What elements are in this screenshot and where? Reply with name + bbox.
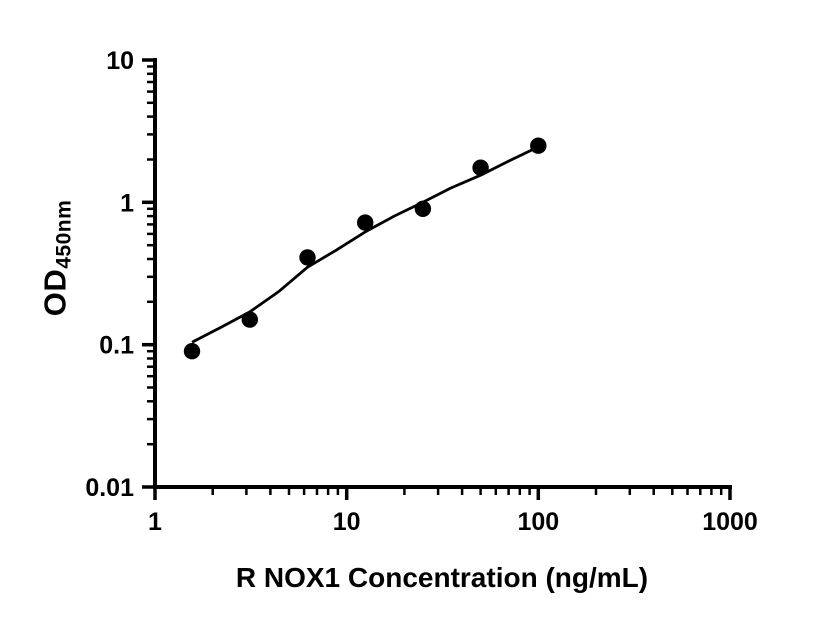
tick-labels: 1 10 100 1000 0.01 0.1 1 10 bbox=[85, 47, 757, 536]
data-point bbox=[530, 137, 547, 154]
x-tick-label: 1 bbox=[148, 508, 162, 536]
data-point bbox=[357, 214, 374, 231]
fit-curve bbox=[191, 145, 539, 344]
x-tick-label: 10 bbox=[333, 508, 361, 536]
x-axis-label: R NOX1 Concentration (ng/mL) bbox=[235, 562, 649, 593]
data-point bbox=[183, 343, 201, 360]
data-points bbox=[183, 137, 547, 360]
tick-marks bbox=[142, 58, 732, 500]
axes bbox=[153, 58, 732, 489]
y-tick-label: 0.01 bbox=[85, 474, 134, 502]
y-tick-label: 0.1 bbox=[99, 332, 134, 360]
x-tick-label: 100 bbox=[517, 508, 559, 536]
y-tick-label: 10 bbox=[106, 47, 134, 75]
y-axis-label: OD450nm bbox=[38, 200, 77, 317]
y-tick-label: 1 bbox=[120, 189, 134, 217]
data-point bbox=[414, 200, 432, 217]
y-axis-label-main: OD bbox=[37, 268, 73, 317]
data-point bbox=[472, 159, 489, 176]
data-point bbox=[241, 311, 258, 328]
y-axis-label-subscript: 450nm bbox=[52, 199, 76, 269]
x-tick-label: 1000 bbox=[702, 508, 758, 536]
data-point bbox=[299, 249, 316, 266]
